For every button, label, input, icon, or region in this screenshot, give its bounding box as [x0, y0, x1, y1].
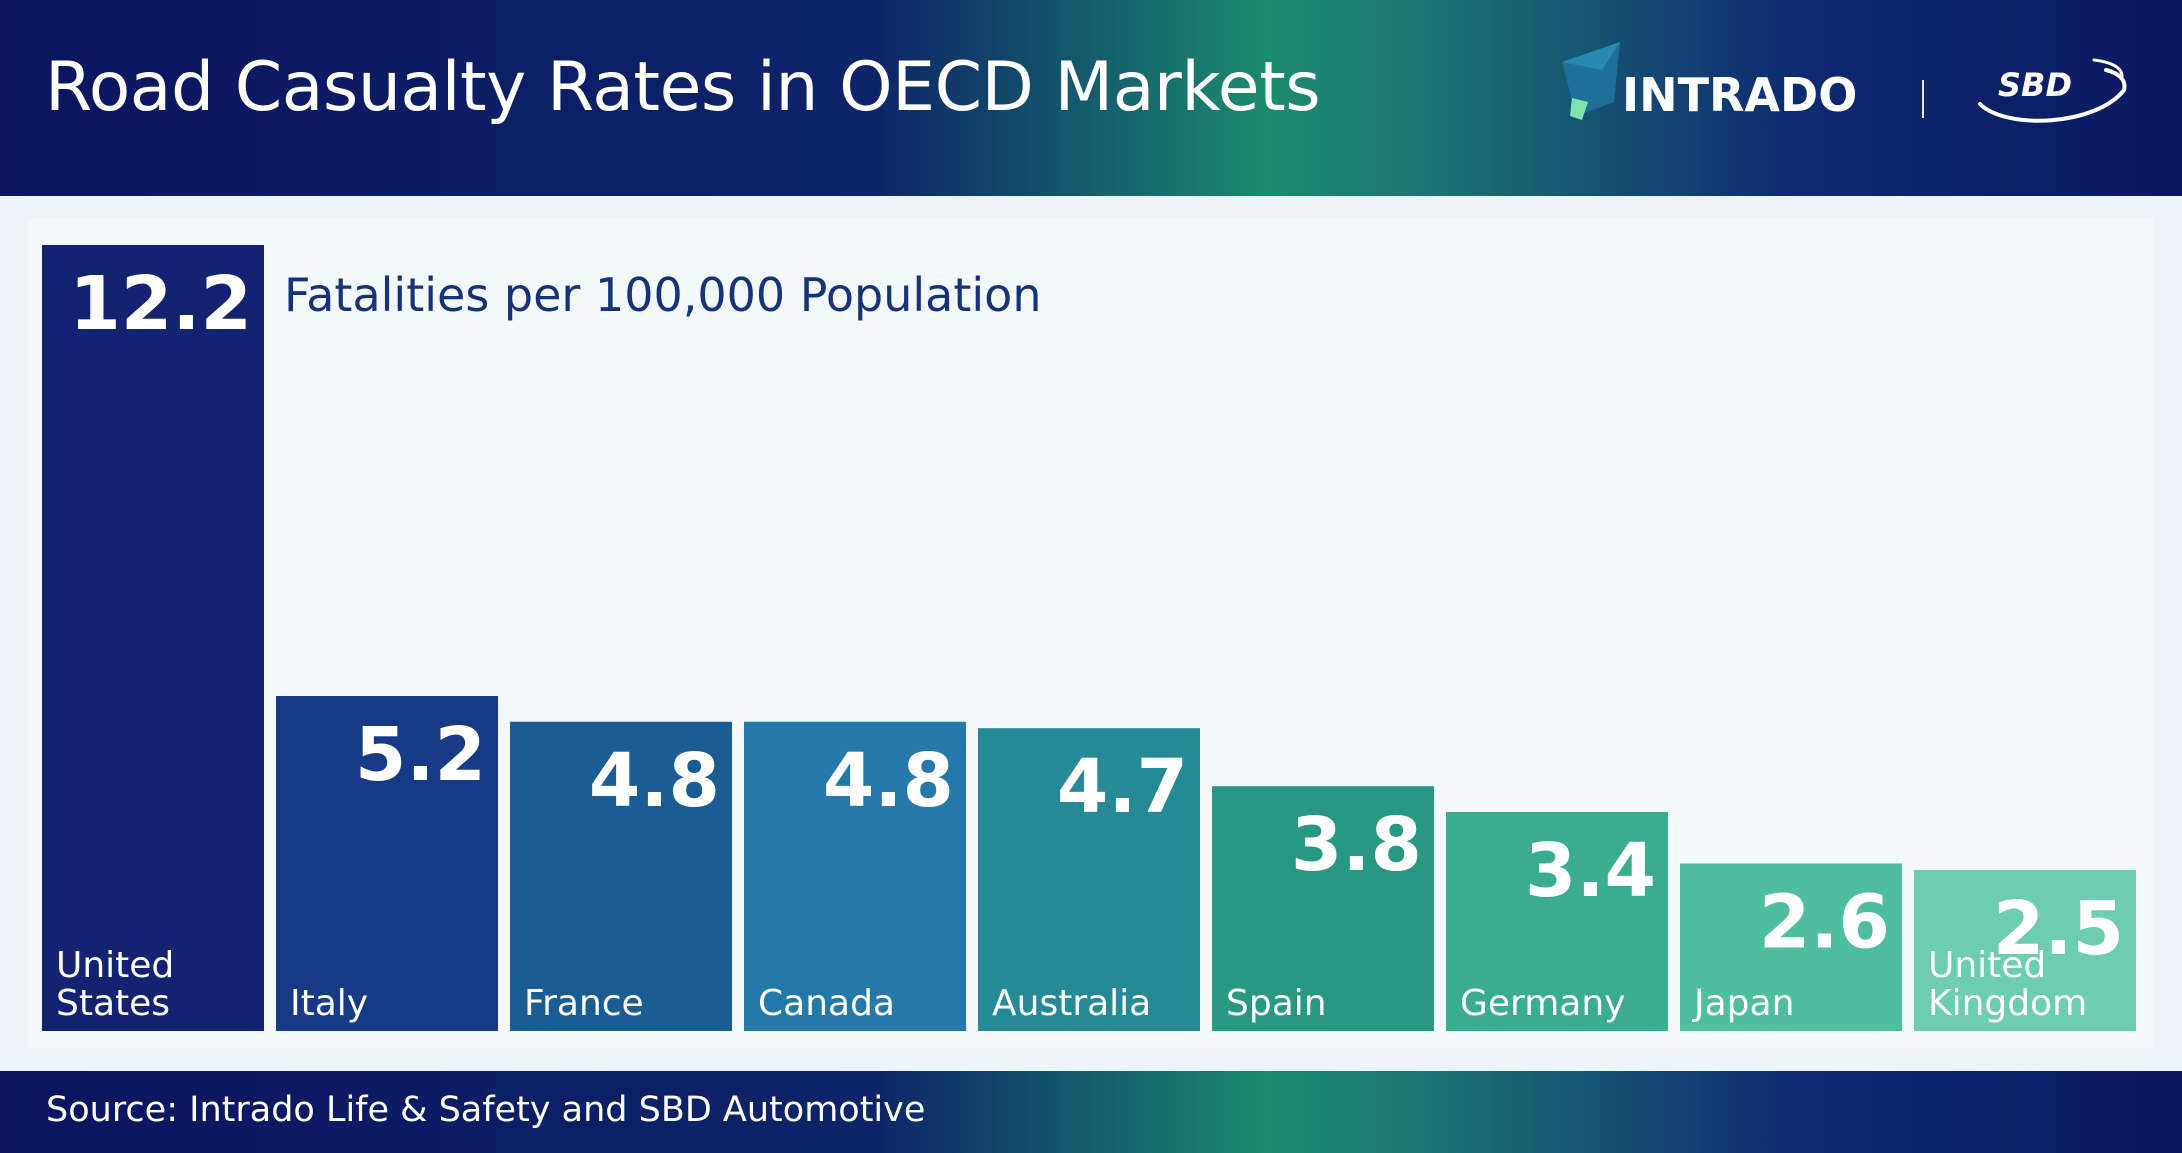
bar-7 [1680, 863, 1902, 1031]
bar-value-label: 2.5 [1993, 886, 2124, 972]
bar-value-label: 3.8 [1291, 802, 1422, 888]
bar-category-label: Kingdom [1928, 983, 2087, 1024]
bar-category-label: Germany [1460, 983, 1625, 1024]
bar-value-label: 2.6 [1759, 879, 1890, 965]
bar-value-label: 4.7 [1057, 744, 1188, 830]
sbd-logo-text: SBD [1998, 66, 2072, 104]
page-title: Road Casualty Rates in OECD Markets [45, 48, 1321, 127]
logo-divider [1922, 80, 1924, 118]
source-note: Source: Intrado Life & Safety and SBD Au… [46, 1090, 926, 1130]
bar-value-label: 4.8 [589, 738, 720, 824]
intrado-logo: INTRADO [1558, 40, 1858, 130]
bar-8 [1914, 869, 2136, 1031]
bar-category-label: Canada [758, 983, 895, 1024]
bar-1 [276, 695, 498, 1031]
bar-category-label: France [524, 983, 644, 1024]
bar-category-label: Spain [1226, 983, 1327, 1024]
bar-5 [1212, 786, 1434, 1031]
intrado-logo-mark-icon [1562, 42, 1620, 120]
bar-2 [510, 721, 732, 1031]
sbd-logo: SBD [1976, 52, 2128, 132]
bar-category-label: Japan [1692, 983, 1794, 1024]
header-band: Road Casualty Rates in OECD Markets INTR… [0, 0, 2182, 196]
bar-value-label: 3.4 [1525, 828, 1656, 914]
bar-value-label: 12.2 [69, 261, 252, 347]
bar-category-label: Italy [290, 983, 368, 1024]
bar-value-label: 5.2 [355, 712, 486, 798]
bar-category-label: United [56, 945, 174, 986]
bar-value-label: 4.8 [823, 738, 954, 824]
bar-category-label: United [1928, 945, 2046, 986]
bar-0 [42, 245, 264, 1031]
bar-4 [978, 728, 1200, 1031]
bar-category-label: States [56, 983, 170, 1024]
sbd-logo-swoosh-icon [1978, 58, 2127, 123]
intrado-logo-text: INTRADO [1622, 68, 1858, 122]
bar-category-label: Australia [992, 983, 1151, 1024]
bar-3 [744, 721, 966, 1031]
footer-band: Source: Intrado Life & Safety and SBD Au… [0, 1071, 2182, 1153]
bar-6 [1446, 811, 1668, 1031]
chart-subtitle: Fatalities per 100,000 Population [284, 268, 1042, 322]
